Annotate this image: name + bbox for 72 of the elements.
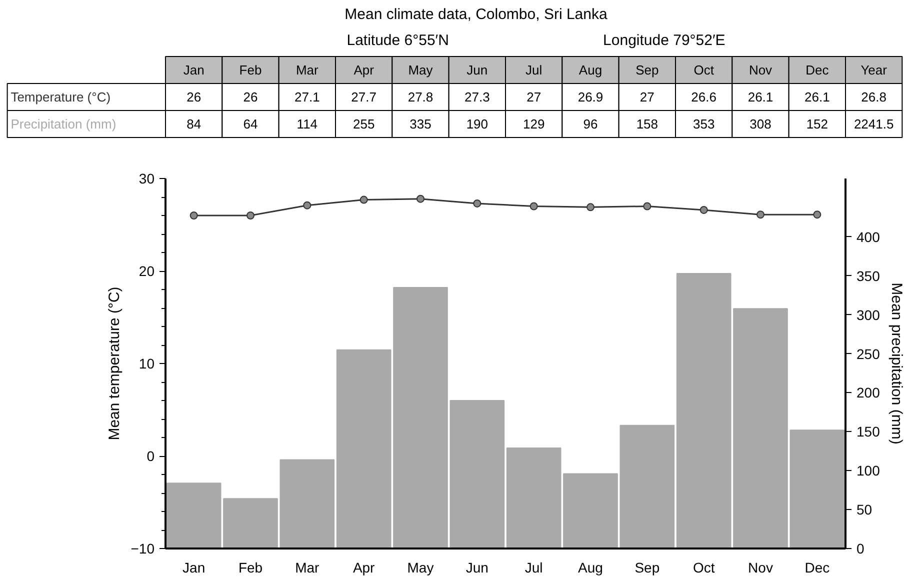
y-tick-label: 0 <box>146 448 155 464</box>
data-label: 190 <box>466 116 488 132</box>
data-label: 27 <box>640 90 654 104</box>
y-tick-label: −10 <box>130 540 155 556</box>
x-tick-label: Feb <box>238 560 263 576</box>
x-tick-label: Jul <box>524 560 543 576</box>
y2-tick-label: 100 <box>856 462 880 479</box>
category-label: Nov <box>748 62 772 78</box>
data-label: 114 <box>296 116 318 132</box>
category-label: Dec <box>806 62 829 78</box>
y-tick-label: 30 <box>138 170 155 186</box>
x-tick-label: Nov <box>748 560 773 576</box>
y2-tick-label: 300 <box>856 306 880 323</box>
data-label: 353 <box>692 116 715 132</box>
category-label: Mar <box>296 62 318 78</box>
text: Year <box>860 62 888 78</box>
data-label: 152 <box>806 116 828 132</box>
category-label: Jul <box>526 62 542 78</box>
category-label: May <box>408 62 433 78</box>
y2-tick-label: 50 <box>856 502 872 518</box>
data-label: 96 <box>583 116 598 132</box>
category-label: Sep <box>636 62 659 78</box>
text: 26.8 <box>861 90 886 104</box>
text: Temperature (°C) <box>10 90 111 104</box>
x-tick-label: Apr <box>352 560 376 576</box>
text: Longitude 79°52′E <box>603 32 726 49</box>
data-label: 26.1 <box>748 90 774 104</box>
x-tick-label: Aug <box>578 560 603 576</box>
x-tick-label: May <box>407 560 434 576</box>
x-tick-label: Sep <box>634 560 660 576</box>
y-axis-title: Mean temperature (°C) <box>106 286 123 440</box>
x-tick-label: Dec <box>804 560 830 576</box>
data-label: 26.9 <box>578 90 604 104</box>
y-tick-label: 10 <box>138 356 155 372</box>
text: Precipitation (mm) <box>10 116 116 132</box>
category-label: Jun <box>466 62 488 78</box>
chart-subtitle: Latitude 6°55′N <box>346 32 449 49</box>
data-label: 255 <box>352 116 375 132</box>
y-tick-label: 20 <box>138 263 155 279</box>
text: 2241.5 <box>854 116 894 132</box>
data-label: 158 <box>636 116 658 132</box>
y2-tick-label: 350 <box>856 268 880 284</box>
data-label: 27.7 <box>351 90 376 104</box>
data-label: 26 <box>186 90 202 104</box>
data-label: 26 <box>243 90 258 104</box>
chart-title: Mean climate data, Colombo, Sri Lanka <box>344 6 608 23</box>
category-label: Apr <box>354 62 374 78</box>
y2-tick-label: 250 <box>856 346 880 362</box>
y2-tick-label: 400 <box>856 228 880 245</box>
y2-tick-label: 150 <box>856 424 880 440</box>
data-label: 27.8 <box>408 90 434 104</box>
category-label: Jan <box>183 62 204 78</box>
y2-tick-label: 0 <box>856 540 864 556</box>
x-tick-label: Oct <box>692 560 715 576</box>
data-label: 27 <box>526 90 542 104</box>
category-label: Aug <box>578 62 602 78</box>
data-label: 129 <box>522 116 545 132</box>
x-tick-label: Jun <box>466 560 488 576</box>
data-label: 64 <box>243 116 258 132</box>
data-label: 84 <box>186 116 202 132</box>
data-label: 27.1 <box>294 90 320 104</box>
data-label: 26.1 <box>804 90 830 104</box>
category-label: Feb <box>239 62 262 78</box>
data-label: 308 <box>750 116 772 132</box>
data-label: 26.6 <box>691 90 716 104</box>
category-label: Oct <box>694 62 714 78</box>
x-tick-label: Mar <box>295 560 320 576</box>
y2-tick-label: 200 <box>856 384 880 401</box>
data-label: 335 <box>410 116 432 132</box>
x-tick-label: Jan <box>182 560 206 576</box>
y2-axis-title: Mean precipitation (mm) <box>888 282 905 444</box>
data-label: 27.3 <box>464 90 490 104</box>
